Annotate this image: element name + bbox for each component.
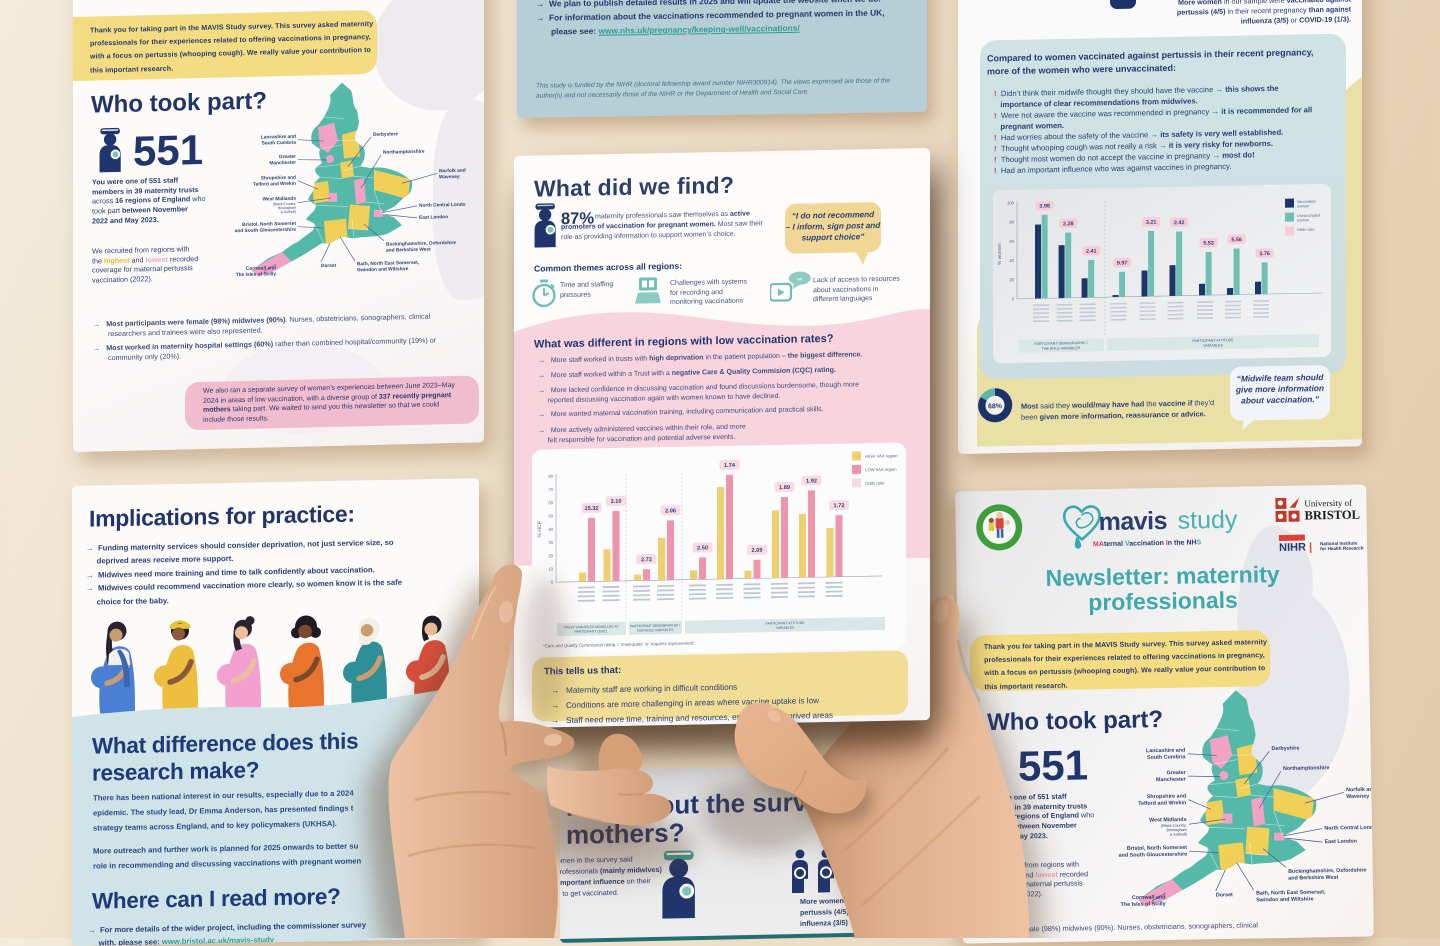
svg-text:1.92: 1.92: [806, 478, 817, 484]
svg-text:60: 60: [1009, 239, 1014, 244]
svg-text:40: 40: [1009, 258, 1014, 263]
svg-text:80: 80: [548, 474, 553, 479]
svg-text:about vaccination.”: about vaccination.”: [1241, 394, 1320, 406]
svg-text:1.74: 1.74: [724, 463, 736, 469]
svg-text:talk: talk: [797, 277, 803, 281]
svg-text:Odds ratio: Odds ratio: [1297, 228, 1315, 232]
svg-text:1.72: 1.72: [834, 503, 845, 509]
svg-text:“Midwife team should: “Midwife team should: [1237, 372, 1325, 384]
svg-text:40: 40: [548, 527, 553, 532]
svg-text:1.89: 1.89: [779, 485, 790, 491]
svg-text:5.56: 5.56: [1231, 237, 1241, 243]
svg-text:PARTICIPANT ATTITUDE: PARTICIPANT ATTITUDE: [766, 621, 806, 626]
svg-text:70: 70: [548, 487, 553, 492]
svg-text:30: 30: [548, 540, 553, 545]
svg-text:women: women: [1297, 204, 1309, 208]
svg-text:SUB ROLE VARIABLES: SUB ROLE VARIABLES: [637, 628, 674, 633]
svg-text:2.09: 2.09: [752, 548, 763, 554]
svg-text:68%: 68%: [988, 403, 1003, 410]
svg-text:“I do not recommend: “I do not recommend: [792, 210, 875, 221]
svg-text:Unvaccinated: Unvaccinated: [1297, 214, 1320, 218]
svg-text:support choice”: support choice”: [802, 232, 866, 242]
svg-text:LOW VAX region: LOW VAX region: [865, 467, 897, 473]
svg-text:2.28: 2.28: [1063, 221, 1073, 227]
svg-text:0: 0: [551, 580, 554, 585]
svg-text:20: 20: [1009, 277, 1014, 282]
svg-text:women: women: [1297, 218, 1309, 222]
svg-text:*Care and Quality Commission r: *Care and Quality Commission rating = 'i…: [543, 641, 695, 649]
svg-text:50: 50: [548, 513, 553, 518]
svg-text:PARTICIPANT ATTITUDE: PARTICIPANT ATTITUDE: [1192, 338, 1234, 343]
svg-text:9.97: 9.97: [1117, 260, 1127, 266]
svg-text:5.53: 5.53: [1203, 241, 1213, 247]
svg-text:2.41: 2.41: [1086, 249, 1096, 255]
svg-text:TRUST VARIABLES MODELLED AT: TRUST VARIABLES MODELLED AT: [563, 624, 618, 629]
svg-text:PARTICIPANT DEMOGRAPHIC /: PARTICIPANT DEMOGRAPHIC /: [630, 623, 680, 628]
svg-text:0: 0: [1012, 296, 1015, 301]
svg-text:10: 10: [548, 566, 553, 571]
svg-text:2.50: 2.50: [697, 545, 708, 551]
svg-text:80: 80: [1009, 220, 1014, 225]
svg-text:give more information: give more information: [1235, 383, 1324, 395]
svg-text:PARTICIPANT LEVEL: PARTICIPANT LEVEL: [574, 629, 607, 634]
svg-text:THE ROLE VARIABLES: THE ROLE VARIABLES: [1042, 346, 1081, 351]
svg-text:2.72: 2.72: [641, 557, 652, 563]
svg-text:3.98: 3.98: [1039, 203, 1049, 209]
svg-text:3.21: 3.21: [1146, 220, 1156, 226]
svg-text:PARTICIPANT DEMOGRAPHIC /: PARTICIPANT DEMOGRAPHIC /: [1034, 341, 1087, 346]
svg-text:– I inform, sign post and: – I inform, sign post and: [786, 221, 881, 232]
svg-text:VARIABLES: VARIABLES: [1203, 343, 1223, 347]
svg-text:HIGH VAX region: HIGH VAX region: [865, 453, 898, 459]
svg-text:Odds ratio: Odds ratio: [865, 480, 885, 485]
svg-text:3.10: 3.10: [611, 499, 622, 505]
svg-text:2.42: 2.42: [1174, 220, 1184, 226]
svg-text:100: 100: [1007, 200, 1015, 205]
svg-text:15.32: 15.32: [585, 506, 599, 512]
svg-text:2.06: 2.06: [665, 508, 676, 514]
svg-text:VARIABLES: VARIABLES: [776, 626, 795, 630]
svg-text:% women: % women: [997, 243, 1003, 265]
svg-text:60: 60: [548, 500, 553, 505]
svg-text:% HCP: % HCP: [537, 520, 543, 537]
svg-text:20: 20: [548, 553, 553, 558]
svg-text:3.76: 3.76: [1259, 251, 1269, 257]
svg-text:Vaccinated: Vaccinated: [1297, 200, 1316, 204]
